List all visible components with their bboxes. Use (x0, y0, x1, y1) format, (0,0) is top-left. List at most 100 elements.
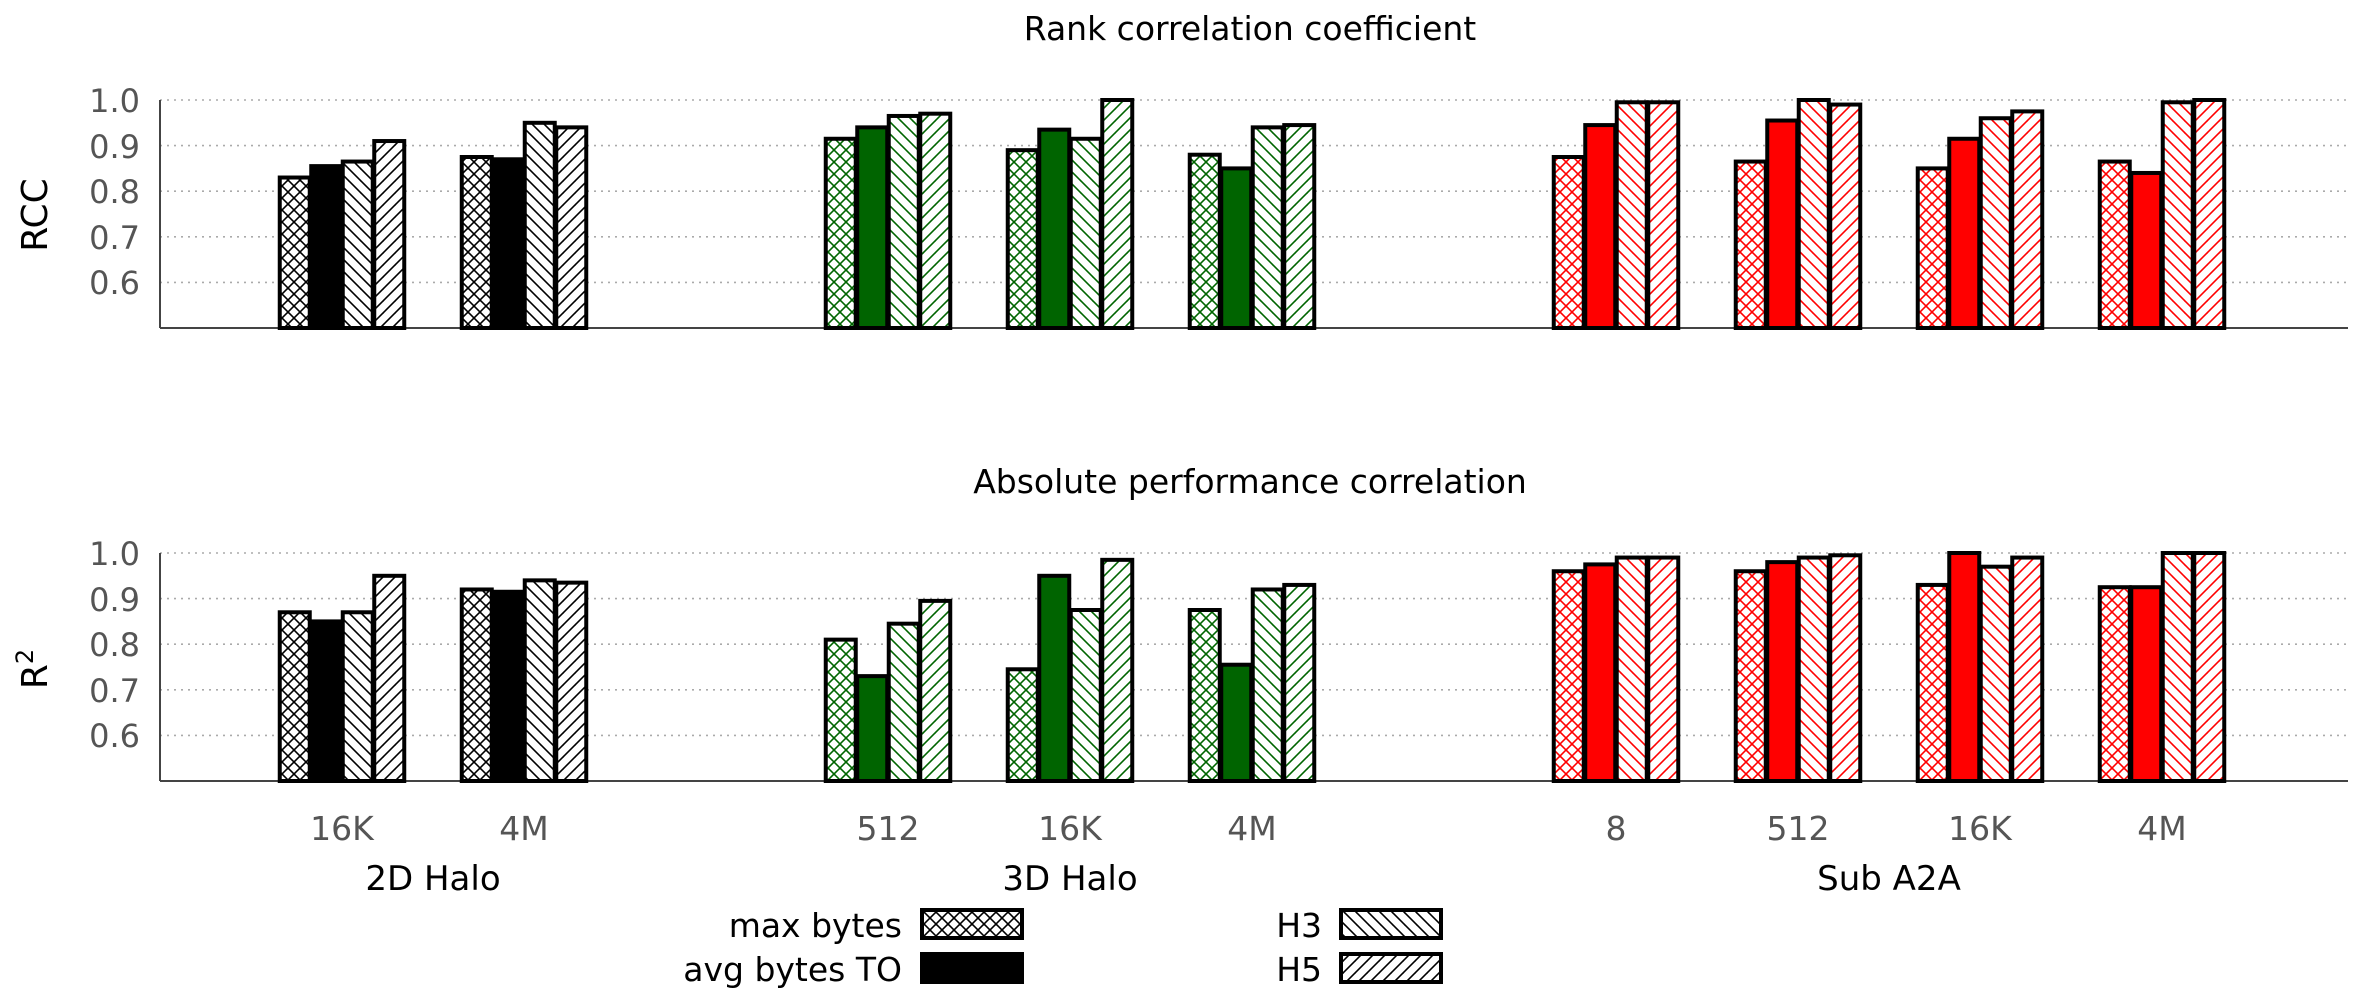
ytick-label: 1.0 (89, 535, 140, 573)
x-tick-labels: 16K 4M 512 16K 4M 8 512 16K 4M (310, 809, 2187, 848)
bar-2d-halo-4m-max-bytes (459, 155, 494, 330)
ytick-label: 0.7 (89, 219, 140, 257)
bar-sub-a2a-512-h3 (1796, 555, 1831, 783)
bar-sub-a2a-8-avg-bytes-to (1583, 123, 1618, 330)
bar-2d-halo-16k-avg-bytes-to (309, 164, 344, 330)
legend-label-avg-bytes-to: avg bytes TO (683, 950, 902, 989)
bar-2d-halo-4m-h5 (554, 580, 589, 784)
bar-3d-halo-4m-avg-bytes-to (1219, 662, 1254, 783)
bar-3d-halo-16k-avg-bytes-to (1037, 573, 1072, 783)
bar-sub-a2a-8-h5 (1646, 100, 1681, 330)
panel-rcc-ylabel: RCC (15, 178, 56, 252)
bar-sub-a2a-8-avg-bytes-to (1583, 562, 1618, 784)
xtick-label: 16K (1948, 809, 2013, 848)
xtick-label: 4M (2137, 809, 2186, 848)
bar-2d-halo-16k-max-bytes (277, 175, 312, 330)
panel-r2: Absolute performance correlation R2 1.0 … (11, 462, 2348, 784)
bar-sub-a2a-8-h3 (1614, 555, 1649, 783)
bar-sub-a2a-8-h3 (1614, 100, 1649, 330)
xtick-label: 512 (857, 809, 920, 848)
bar-sub-a2a-16k-h3 (1978, 564, 2013, 783)
bar-2d-halo-4m-max-bytes (459, 587, 494, 783)
bar-sub-a2a-16k-h5 (2010, 555, 2045, 783)
legend-swatch-max-bytes (920, 908, 1024, 940)
bar-sub-a2a-4m-h3 (2160, 551, 2195, 783)
group-label-sub-a2a: Sub A2A (1817, 859, 1961, 899)
bar-sub-a2a-8-h5 (1646, 555, 1681, 783)
bar-2d-halo-16k-max-bytes (277, 610, 312, 784)
panel-r2-ylabel-base: R (15, 664, 56, 689)
bar-2d-halo-16k-h5 (372, 139, 407, 330)
bar-3d-halo-16k-h3 (1068, 136, 1103, 330)
bar-2d-halo-16k-h3 (340, 159, 375, 330)
xtick-label: 4M (1227, 809, 1276, 848)
xtick-label: 16K (1038, 809, 1103, 848)
bar-3d-halo-512-h3 (886, 621, 921, 783)
ytick-label: 0.7 (89, 672, 140, 710)
bar-sub-a2a-16k-max-bytes (1915, 166, 1950, 330)
panel-r2-ylabel-sup: 2 (11, 649, 39, 664)
group-label-3d-halo: 3D Halo (1002, 859, 1137, 899)
panel-rcc-bars (159, 98, 2348, 331)
ytick-label: 0.6 (89, 717, 140, 755)
bar-sub-a2a-4m-h5 (2192, 98, 2227, 330)
bar-3d-halo-4m-h3 (1250, 587, 1285, 783)
bar-sub-a2a-16k-max-bytes (1915, 582, 1950, 783)
panel-r2-title: Absolute performance correlation (973, 462, 1527, 501)
xtick-label: 4M (499, 809, 548, 848)
legend-label-h3: H3 (1276, 906, 1322, 945)
bar-2d-halo-16k-h5 (372, 573, 407, 783)
bar-sub-a2a-4m-avg-bytes-to (2129, 585, 2164, 784)
legend-swatch-h5 (1339, 952, 1443, 984)
legend-swatch-h3 (1339, 908, 1443, 940)
bar-3d-halo-512-h5 (918, 598, 953, 783)
xtick-label: 8 (1606, 809, 1627, 848)
bar-sub-a2a-512-max-bytes (1733, 569, 1768, 783)
bar-sub-a2a-4m-h3 (2160, 100, 2195, 330)
bar-2d-halo-16k-avg-bytes-to (309, 619, 344, 784)
bar-sub-a2a-512-h3 (1796, 98, 1831, 330)
bar-sub-a2a-16k-avg-bytes-to (1947, 136, 1982, 330)
bar-2d-halo-4m-avg-bytes-to (491, 157, 526, 330)
bar-3d-halo-16k-avg-bytes-to (1037, 127, 1072, 330)
bar-3d-halo-16k-h5 (1100, 98, 1135, 330)
bar-3d-halo-4m-max-bytes (1187, 608, 1222, 783)
bar-sub-a2a-4m-max-bytes (2097, 585, 2132, 784)
bar-3d-halo-16k-h5 (1100, 557, 1135, 784)
bar-2d-halo-4m-avg-bytes-to (491, 589, 526, 784)
legend: max bytes avg bytes TO H3 H5 (683, 906, 1443, 989)
xtick-label: 16K (310, 809, 375, 848)
bar-3d-halo-16k-h3 (1068, 608, 1103, 783)
bar-sub-a2a-4m-h5 (2192, 551, 2227, 783)
bar-3d-halo-4m-max-bytes (1187, 152, 1222, 330)
legend-swatch-avg-bytes-to (920, 952, 1024, 984)
ytick-label: 0.8 (89, 626, 140, 664)
panel-r2-ylabel: R2 (11, 649, 56, 689)
bar-3d-halo-4m-h5 (1282, 123, 1317, 330)
ytick-label: 0.8 (89, 173, 140, 211)
group-label-2d-halo: 2D Halo (365, 859, 500, 899)
bar-3d-halo-512-avg-bytes-to (855, 125, 890, 330)
bar-3d-halo-512-h5 (918, 111, 953, 331)
ytick-label: 1.0 (89, 82, 140, 120)
bar-2d-halo-4m-h3 (522, 578, 557, 783)
panel-rcc-title: Rank correlation coefficient (1024, 9, 1477, 48)
bar-3d-halo-512-max-bytes (823, 637, 858, 784)
panel-r2-yticks: 1.0 0.9 0.8 0.7 0.6 (89, 535, 140, 755)
bar-3d-halo-512-avg-bytes-to (855, 674, 890, 783)
group-labels: 2D Halo 3D Halo Sub A2A (365, 859, 1960, 899)
bar-sub-a2a-512-avg-bytes-to (1765, 560, 1800, 783)
bar-sub-a2a-512-avg-bytes-to (1765, 118, 1800, 330)
legend-label-h5: H5 (1276, 950, 1322, 989)
ytick-label: 0.9 (89, 128, 140, 166)
bar-3d-halo-16k-max-bytes (1005, 148, 1040, 330)
bar-3d-halo-512-max-bytes (823, 136, 858, 330)
panel-r2-bars (159, 551, 2348, 784)
bar-sub-a2a-512-h5 (1828, 102, 1863, 330)
bar-sub-a2a-8-max-bytes (1551, 569, 1586, 783)
bar-3d-halo-4m-h5 (1282, 582, 1317, 783)
bar-sub-a2a-512-max-bytes (1733, 159, 1768, 330)
bar-sub-a2a-512-h5 (1828, 553, 1863, 784)
bar-2d-halo-4m-h5 (554, 125, 589, 330)
panel-rcc: Rank correlation coefficient RCC 1.0 0.9… (15, 9, 2348, 331)
